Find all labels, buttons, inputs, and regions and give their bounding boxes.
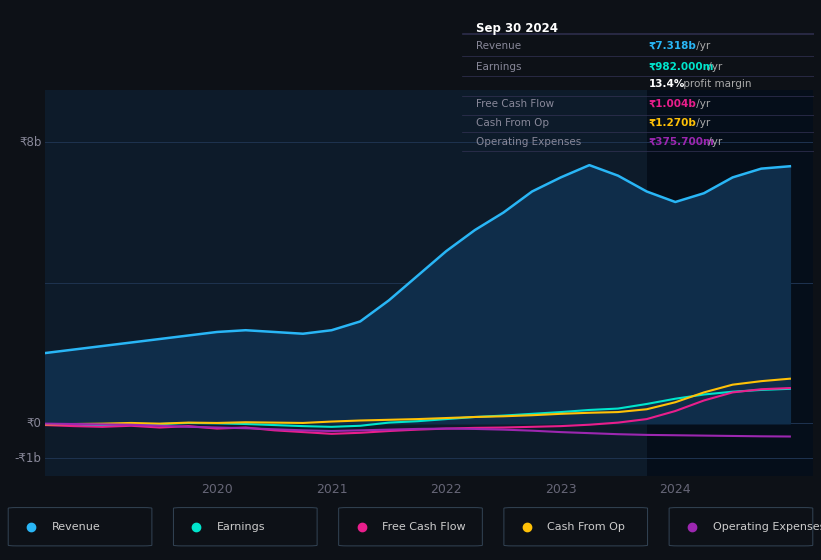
Text: Sep 30 2024: Sep 30 2024 (476, 22, 558, 35)
Text: 13.4%: 13.4% (649, 79, 685, 89)
Text: Earnings: Earnings (217, 522, 265, 532)
Text: Cash From Op: Cash From Op (548, 522, 626, 532)
Text: ₹1.270b: ₹1.270b (649, 118, 696, 128)
Text: /yr: /yr (693, 41, 710, 51)
Text: ₹1.004b: ₹1.004b (649, 99, 696, 109)
Text: Revenue: Revenue (476, 41, 521, 51)
Text: /yr: /yr (693, 118, 710, 128)
Text: Free Cash Flow: Free Cash Flow (476, 99, 554, 109)
Text: Operating Expenses: Operating Expenses (713, 522, 821, 532)
Text: profit margin: profit margin (680, 79, 751, 89)
Text: Earnings: Earnings (476, 62, 522, 72)
Text: Revenue: Revenue (52, 522, 100, 532)
Text: /yr: /yr (705, 137, 722, 147)
Text: Cash From Op: Cash From Op (476, 118, 549, 128)
Text: ₹375.700m: ₹375.700m (649, 137, 714, 147)
Text: ₹8b: ₹8b (19, 136, 41, 149)
Text: ₹982.000m: ₹982.000m (649, 62, 714, 72)
Text: ₹0: ₹0 (26, 417, 41, 430)
Text: ₹7.318b: ₹7.318b (649, 41, 696, 51)
Text: Operating Expenses: Operating Expenses (476, 137, 581, 147)
Text: /yr: /yr (693, 99, 710, 109)
Bar (647, 90, 813, 476)
Text: Free Cash Flow: Free Cash Flow (383, 522, 466, 532)
Text: /yr: /yr (705, 62, 722, 72)
Text: -₹1b: -₹1b (15, 452, 41, 465)
